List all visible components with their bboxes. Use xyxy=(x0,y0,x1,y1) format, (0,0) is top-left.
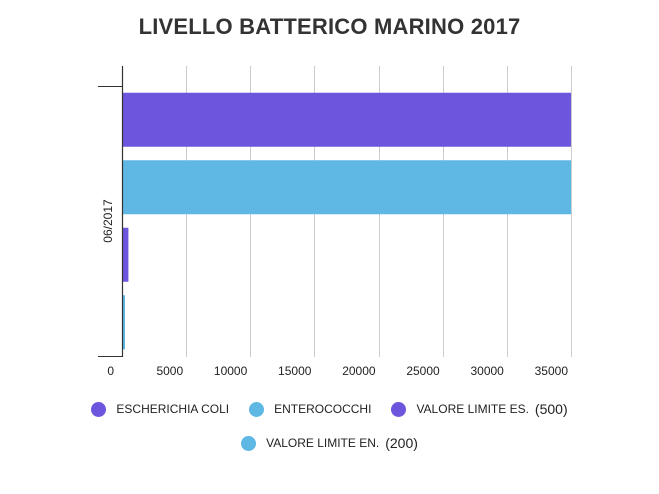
legend-value-valore-limite-en: (200) xyxy=(385,435,418,451)
legend-row-2: VALORE LIMITE EN. (200) xyxy=(0,432,659,454)
bar-series-0 xyxy=(122,92,571,147)
legend-label-escherichia-coli: ESCHERICHIA COLI xyxy=(116,402,230,416)
x-tick-label-0: 0 xyxy=(107,364,114,378)
legend-item-valore-limite-en[interactable]: VALORE LIMITE EN. (200) xyxy=(241,435,418,451)
legend-swatch-valore-limite-en xyxy=(241,435,257,451)
legend-label-valore-limite-en: VALORE LIMITE EN. xyxy=(266,436,380,450)
x-tick-label-35000: 35000 xyxy=(535,364,569,378)
bar-series-1 xyxy=(122,160,571,215)
legend-item-valore-limite-es[interactable]: VALORE LIMITE ES. (500) xyxy=(391,401,568,417)
legend-item-escherichia-coli[interactable]: ESCHERICHIA COLI xyxy=(91,401,230,417)
legend-value-valore-limite-es: (500) xyxy=(534,401,568,417)
legend-swatch-escherichia-coli xyxy=(91,401,107,417)
legend-label-enterococchi: ENTEROCOCCHI xyxy=(274,402,372,416)
legend-swatch-enterococchi xyxy=(249,401,265,417)
x-tick-label-20000: 20000 xyxy=(342,364,376,378)
x-tick-label-25000: 25000 xyxy=(406,364,440,378)
chart-title: LIVELLO BATTERICO MARINO 2017 xyxy=(138,14,521,39)
bar-series-3 xyxy=(122,295,125,350)
x-tick-label-5000: 5000 xyxy=(156,364,183,378)
category-label: 06/2017 xyxy=(101,199,115,243)
legend: ESCHERICHIA COLI ENTEROCOCCHI VALORE LIM… xyxy=(0,398,659,466)
x-tick-label-30000: 30000 xyxy=(470,364,504,378)
bar-series-2 xyxy=(122,227,129,282)
legend-row-1: ESCHERICHIA COLI ENTEROCOCCHI VALORE LIM… xyxy=(0,398,659,420)
x-tick-label-15000: 15000 xyxy=(278,364,312,378)
legend-swatch-valore-limite-es xyxy=(391,401,407,417)
x-tick-label-10000: 10000 xyxy=(214,364,248,378)
legend-item-enterococchi[interactable]: ENTEROCOCCHI xyxy=(249,401,372,417)
legend-label-valore-limite-es: VALORE LIMITE ES. xyxy=(416,402,529,416)
